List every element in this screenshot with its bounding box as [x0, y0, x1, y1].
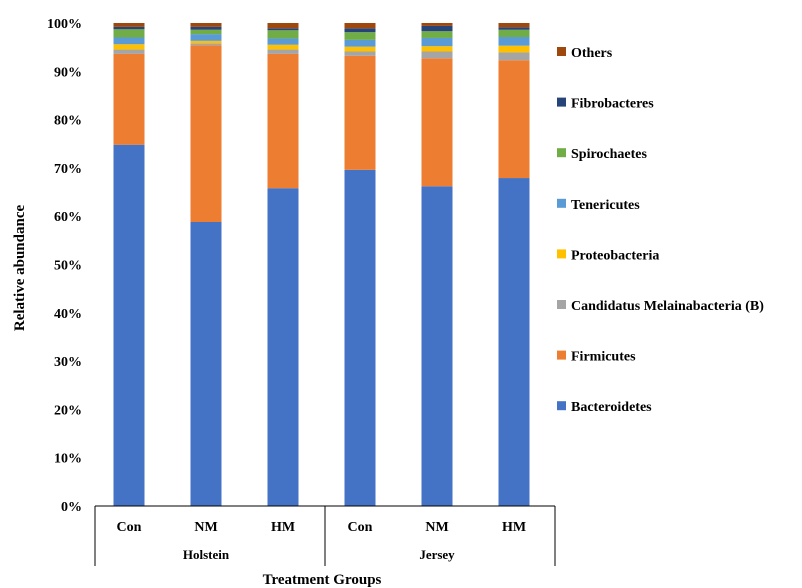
y-tick-label: 60%	[54, 210, 82, 225]
bar-segment-proteobacteria	[190, 40, 222, 44]
bar-segment-firmicutes	[267, 53, 299, 189]
bar-segment-firmicutes	[344, 55, 376, 170]
x-tick-label: Con	[348, 520, 373, 535]
bar-segment-bacteroidetes	[267, 188, 299, 506]
legend-label: Spirochaetes	[571, 147, 648, 162]
bar-segment-spirochaetes	[113, 29, 145, 38]
legend-swatch	[557, 249, 566, 259]
legend-swatch	[557, 300, 566, 309]
group-label: Jersey	[419, 547, 455, 562]
legend-label: Bacteroidetes	[571, 400, 652, 415]
group-label: Holstein	[183, 547, 230, 562]
y-tick-label: 40%	[54, 307, 82, 322]
x-tick-label: HM	[271, 520, 295, 535]
legend-label: Fibrobacteres	[571, 97, 654, 112]
bar-segment-tenericutes	[344, 39, 376, 47]
x-tick-label: HM	[502, 520, 526, 535]
bar-segment-spirochaetes	[267, 30, 299, 39]
bar-segment-proteobacteria	[421, 46, 453, 52]
bar-segment-others	[421, 23, 453, 26]
bar-segment-firmicutes	[190, 45, 222, 222]
bar-segment-others	[344, 23, 376, 29]
bar-segment-spirochaetes	[498, 29, 530, 38]
legend-label: Firmicutes	[571, 350, 636, 365]
legend: Others Fibrobacteres Spirochaetes Tenericut…	[557, 46, 764, 415]
bar-segment-candidatus-melainabacteria-b	[498, 52, 530, 61]
y-tick-label: 80%	[54, 114, 82, 129]
legend-swatch	[557, 148, 566, 158]
legend-label: Proteobacteria	[571, 248, 659, 263]
bar-segment-bacteroidetes	[498, 178, 530, 506]
bar-segment-bacteroidetes	[190, 221, 222, 506]
bar-segment-others	[190, 23, 222, 27]
y-tick-label: 10%	[54, 452, 82, 467]
legend-label: Others	[571, 46, 613, 61]
bar-segment-spirochaetes	[421, 31, 453, 38]
bar-segment-proteobacteria	[498, 45, 530, 53]
y-axis-title: Relative abundance	[12, 205, 28, 332]
bar-segment-others	[267, 23, 299, 29]
x-tick-label: NM	[425, 520, 448, 535]
bar-segment-proteobacteria	[113, 44, 145, 50]
bar-segment-tenericutes	[190, 34, 222, 41]
bar-segment-fibrobacteres	[267, 28, 299, 31]
y-axis: 0% 10% 20% 30% 40% 50% 60% 70% 80% 90% 100%	[47, 17, 82, 515]
bar-segment-proteobacteria	[267, 44, 299, 50]
bar-segment-bacteroidetes	[344, 169, 376, 506]
bar-segment-others	[113, 23, 145, 27]
bar-segment-candidatus-melainabacteria-b	[344, 51, 376, 56]
x-axis-title: Treatment Groups	[263, 572, 382, 588]
y-tick-label: 90%	[54, 65, 82, 80]
bar-segment-others	[498, 23, 530, 28]
y-tick-label: 50%	[54, 259, 82, 274]
bar-segment-fibrobacteres	[344, 28, 376, 33]
bar-segment-bacteroidetes	[421, 186, 453, 506]
bar-segment-tenericutes	[498, 37, 530, 46]
bar-segment-candidatus-melainabacteria-b	[421, 51, 453, 59]
bar-segment-fibrobacteres	[498, 27, 530, 30]
y-tick-label: 100%	[47, 17, 82, 32]
legend-swatch	[557, 401, 566, 411]
y-tick-label: 70%	[54, 162, 82, 177]
x-tick-label: Con	[117, 520, 142, 535]
bar-segment-firmicutes	[421, 58, 453, 187]
bar-segment-proteobacteria	[344, 46, 376, 52]
bar-segment-spirochaetes	[190, 29, 222, 35]
legend-swatch	[557, 350, 566, 360]
bar-segment-candidatus-melainabacteria-b	[190, 43, 222, 46]
bar-segment-fibrobacteres	[113, 26, 145, 30]
x-tick-label: NM	[194, 520, 217, 535]
y-tick-label: 30%	[54, 355, 82, 370]
bar-segment-tenericutes	[113, 37, 145, 45]
bars	[113, 23, 530, 506]
y-tick-label: 20%	[54, 403, 82, 418]
bar-segment-firmicutes	[498, 60, 530, 179]
bar-segment-tenericutes	[267, 38, 299, 45]
legend-swatch	[557, 47, 566, 56]
bar-segment-bacteroidetes	[113, 144, 145, 506]
legend-swatch	[557, 198, 566, 208]
bar-segment-candidatus-melainabacteria-b	[267, 49, 299, 54]
x-axis: Con NM HM Con NM HM Holstein Jersey	[94, 505, 556, 566]
bar-segment-tenericutes	[421, 37, 453, 47]
y-tick-label: 0%	[61, 500, 82, 515]
legend-label: Tenericutes	[571, 198, 640, 213]
bar-segment-fibrobacteres	[190, 26, 222, 30]
bar-segment-firmicutes	[113, 53, 145, 145]
legend-label: Candidatus Melainabacteria (B)	[571, 299, 764, 314]
bar-segment-spirochaetes	[344, 32, 376, 40]
legend-swatch	[557, 97, 566, 107]
bar-segment-fibrobacteres	[421, 25, 453, 32]
bar-segment-candidatus-melainabacteria-b	[113, 49, 145, 54]
